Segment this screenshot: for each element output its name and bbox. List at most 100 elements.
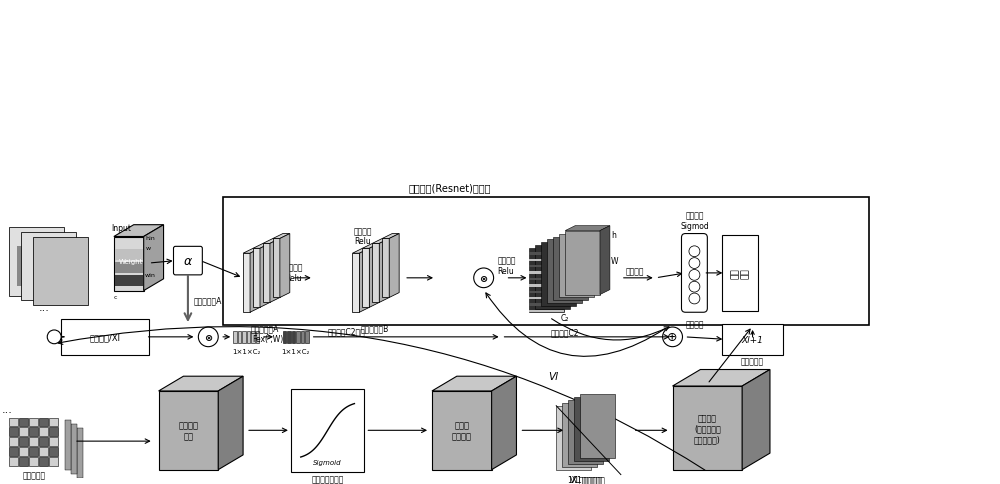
Text: 权重加入C2通道: 权重加入C2通道 bbox=[328, 326, 365, 335]
Bar bbox=[19, 447, 28, 456]
Text: 标准卷积核B: 标准卷积核B bbox=[360, 323, 388, 333]
Bar bbox=[39, 437, 48, 446]
Circle shape bbox=[47, 330, 61, 344]
Bar bbox=[29, 447, 38, 456]
Polygon shape bbox=[114, 225, 164, 237]
Polygon shape bbox=[362, 249, 369, 308]
Text: ...: ... bbox=[39, 302, 50, 313]
Text: win: win bbox=[145, 272, 156, 277]
Polygon shape bbox=[389, 234, 399, 298]
Bar bbox=[529, 259, 564, 261]
Bar bbox=[39, 447, 48, 456]
Circle shape bbox=[663, 327, 682, 347]
Polygon shape bbox=[529, 249, 564, 313]
Polygon shape bbox=[260, 244, 270, 308]
Bar bbox=[529, 297, 564, 300]
Text: 激活函数
Relu: 激活函数 Relu bbox=[498, 256, 516, 275]
Polygon shape bbox=[159, 391, 218, 469]
Text: h: h bbox=[611, 230, 616, 239]
Text: 残差网络(Resnet)结构层: 残差网络(Resnet)结构层 bbox=[408, 183, 491, 193]
Polygon shape bbox=[273, 239, 280, 298]
Bar bbox=[19, 437, 28, 446]
Text: 非线性
激活图谱: 非线性 激活图谱 bbox=[452, 421, 472, 440]
Polygon shape bbox=[372, 239, 389, 244]
Bar bbox=[529, 310, 564, 313]
FancyBboxPatch shape bbox=[61, 319, 149, 355]
FancyBboxPatch shape bbox=[291, 389, 364, 471]
Text: 改变尺寸: 改变尺寸 bbox=[626, 266, 644, 275]
FancyBboxPatch shape bbox=[722, 324, 783, 355]
Text: 激活函数
Relu: 激活函数 Relu bbox=[285, 263, 303, 282]
Polygon shape bbox=[565, 226, 610, 231]
Text: c: c bbox=[114, 295, 118, 300]
Text: 下一层输入: 下一层输入 bbox=[741, 357, 764, 365]
Bar bbox=[296, 331, 300, 343]
Text: Fex(·,W): Fex(·,W) bbox=[252, 334, 284, 343]
Bar bbox=[9, 437, 18, 446]
Text: V1可学习权重: V1可学习权重 bbox=[569, 474, 603, 484]
Polygon shape bbox=[673, 370, 770, 386]
Polygon shape bbox=[263, 239, 280, 244]
Text: Sigmoid: Sigmoid bbox=[313, 459, 341, 465]
Bar bbox=[251, 331, 255, 343]
Bar bbox=[29, 457, 38, 466]
Bar bbox=[529, 266, 564, 268]
FancyBboxPatch shape bbox=[681, 234, 707, 313]
Bar bbox=[247, 331, 250, 343]
FancyBboxPatch shape bbox=[21, 232, 76, 301]
Text: 全连接层: 全连接层 bbox=[685, 319, 704, 328]
Text: 1×1×C₂: 1×1×C₂ bbox=[232, 348, 260, 354]
Polygon shape bbox=[359, 249, 369, 313]
Bar bbox=[233, 331, 237, 343]
Polygon shape bbox=[432, 391, 492, 469]
Text: w: w bbox=[146, 246, 151, 251]
Polygon shape bbox=[114, 237, 144, 291]
Bar bbox=[256, 331, 259, 343]
Bar bbox=[556, 406, 591, 469]
Polygon shape bbox=[280, 234, 290, 298]
Bar bbox=[562, 403, 597, 467]
Bar bbox=[39, 457, 48, 466]
Bar bbox=[529, 278, 564, 281]
Bar bbox=[287, 331, 291, 343]
Bar bbox=[19, 457, 28, 466]
Text: Vl: Vl bbox=[548, 371, 558, 381]
Text: ⊗: ⊗ bbox=[480, 273, 488, 283]
Circle shape bbox=[689, 293, 700, 304]
Polygon shape bbox=[263, 244, 270, 303]
FancyBboxPatch shape bbox=[174, 247, 202, 275]
Text: 1×1×C₂: 1×1×C₂ bbox=[282, 348, 310, 354]
Circle shape bbox=[198, 327, 218, 347]
Polygon shape bbox=[535, 246, 570, 310]
Bar bbox=[65, 421, 71, 469]
Bar bbox=[39, 418, 48, 426]
Polygon shape bbox=[565, 231, 600, 295]
Bar bbox=[580, 394, 615, 458]
Polygon shape bbox=[541, 243, 576, 307]
Text: 特征图谱
(传到下一层
网络训练中): 特征图谱 (传到下一层 网络训练中) bbox=[694, 414, 721, 443]
Bar bbox=[71, 424, 77, 474]
Bar bbox=[115, 262, 143, 273]
Bar bbox=[568, 400, 603, 464]
Polygon shape bbox=[362, 244, 379, 249]
Text: ⊕: ⊕ bbox=[667, 331, 678, 344]
Bar bbox=[29, 418, 38, 426]
Text: 激活函数
Sigmod: 激活函数 Sigmod bbox=[680, 211, 709, 230]
Text: 分类
概率: 分类 概率 bbox=[730, 268, 750, 279]
Polygon shape bbox=[382, 234, 399, 239]
Polygon shape bbox=[492, 377, 516, 469]
Circle shape bbox=[474, 269, 494, 288]
Polygon shape bbox=[243, 254, 250, 313]
Bar bbox=[49, 457, 58, 466]
Polygon shape bbox=[250, 249, 260, 313]
Bar bbox=[529, 291, 564, 293]
Bar bbox=[77, 428, 83, 478]
Bar bbox=[115, 250, 143, 260]
Bar bbox=[283, 331, 286, 343]
Bar bbox=[238, 331, 241, 343]
Circle shape bbox=[689, 282, 700, 292]
Text: 输入图像/Xl: 输入图像/Xl bbox=[89, 333, 120, 342]
Bar bbox=[49, 427, 58, 436]
Bar bbox=[49, 447, 58, 456]
Bar bbox=[9, 427, 18, 436]
